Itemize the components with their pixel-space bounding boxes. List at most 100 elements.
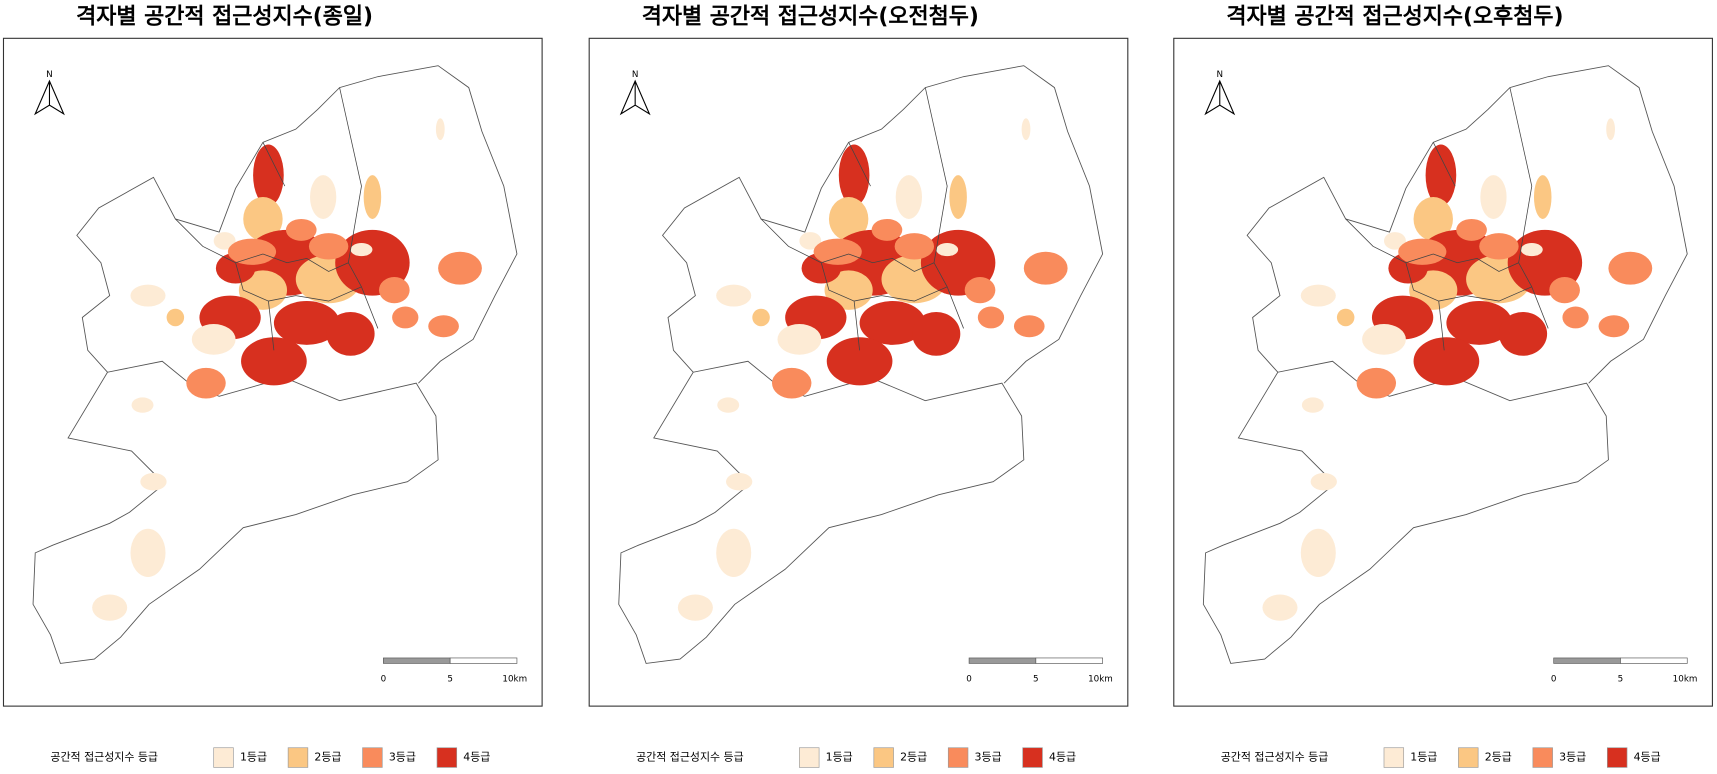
grade-area	[1456, 218, 1487, 241]
grade-area	[828, 197, 869, 241]
grade-area	[213, 232, 236, 250]
grade-area	[92, 594, 128, 621]
grade-area	[310, 175, 337, 219]
grade-area	[1598, 315, 1630, 338]
scale-label: 0	[381, 674, 387, 684]
grade-area	[241, 337, 307, 386]
legend-swatch	[1532, 747, 1553, 768]
grade-area	[392, 306, 419, 329]
grade-area	[308, 233, 349, 260]
legend-swatch	[799, 747, 820, 768]
grade-area	[243, 197, 283, 241]
legend-label: 1등급	[240, 751, 267, 764]
map-panel: 격자별 공간적 접근성지수(종일) N 0 5 10km 공간적 접근성지수 등급 1등급 2…	[2, 5, 543, 768]
grade-area	[1608, 251, 1653, 285]
grade-area	[131, 397, 154, 413]
legend-label: 4등급	[463, 751, 490, 764]
grade-area	[894, 233, 935, 260]
north-label: N	[632, 70, 639, 80]
grade-area	[1479, 233, 1519, 260]
scale-label: 10km	[1673, 674, 1698, 684]
grade-area	[1021, 118, 1031, 141]
legend-title: 공간적 접근성지수 등급	[636, 751, 744, 764]
grade-area	[438, 251, 482, 285]
grade-area	[166, 308, 185, 327]
legend-swatch	[436, 747, 458, 768]
legend-swatch	[362, 747, 383, 768]
grade-area	[777, 324, 822, 355]
grade-area	[716, 284, 752, 307]
north-arrow	[1204, 79, 1236, 116]
grade-area	[1520, 243, 1543, 257]
grade-area	[1023, 251, 1068, 285]
grade-area	[838, 144, 870, 206]
legend-label: 4등급	[1634, 751, 1661, 764]
grade-area	[1310, 472, 1337, 491]
scale-bar	[1553, 657, 1621, 664]
grade-area	[435, 118, 445, 141]
grade-area	[799, 232, 822, 250]
grade-area	[826, 337, 893, 386]
grade-area	[1300, 528, 1336, 577]
map-panel: 격자별 공간적 접근성지수(오전첨두) N 0 5 10km 공간적 접근성지수 등급 1등…	[588, 5, 1129, 768]
grade-area	[871, 218, 903, 241]
grade-area	[1013, 315, 1045, 338]
grade-area	[717, 397, 740, 413]
scale-bar	[383, 657, 451, 664]
north-arrow	[34, 79, 65, 116]
legend-label: 1등급	[1410, 751, 1437, 764]
scale-label: 5	[1618, 674, 1624, 684]
scale-label: 10km	[1088, 674, 1113, 684]
legend-swatch	[947, 747, 969, 768]
scale-label: 0	[966, 674, 972, 684]
scale-bar	[1620, 657, 1688, 664]
grade-area	[677, 594, 713, 621]
grade-area	[186, 367, 226, 399]
legend-swatch	[1383, 747, 1405, 768]
grade-area	[912, 312, 961, 356]
grade-area	[1336, 308, 1355, 327]
grade-area	[1425, 144, 1457, 206]
legend-label: 2등급	[314, 751, 341, 764]
legend-label: 3등급	[389, 751, 416, 764]
grade-area	[752, 308, 770, 327]
grade-area	[716, 528, 752, 577]
grade-area	[1606, 118, 1615, 141]
legend-title: 공간적 접근성지수 등급	[50, 751, 158, 764]
legend-label: 2등급	[1485, 751, 1512, 764]
grade-area	[1562, 306, 1589, 329]
scale-label: 0	[1551, 674, 1557, 684]
grade-area	[428, 315, 459, 338]
legend-title: 공간적 접근성지수 등급	[1221, 751, 1329, 764]
grade-area	[350, 243, 373, 257]
scale-label: 5	[1033, 674, 1039, 684]
grade-area	[1301, 397, 1324, 413]
grade-area	[227, 238, 277, 265]
grade-area	[949, 175, 967, 219]
grade-area	[1356, 367, 1397, 399]
grade-area	[130, 284, 166, 307]
legend-swatch	[873, 747, 894, 768]
grade-area	[273, 301, 340, 345]
north-label: N	[46, 70, 53, 80]
north-label: N	[1216, 70, 1223, 80]
grade-area	[1262, 594, 1298, 621]
grade-area	[1533, 175, 1552, 219]
legend-swatch	[287, 747, 309, 768]
grade-area	[895, 175, 922, 219]
grade-area	[378, 276, 410, 304]
grade-area	[1446, 301, 1513, 345]
grade-area	[191, 324, 236, 355]
grade-area	[1300, 284, 1336, 307]
scale-bar	[968, 657, 1037, 664]
grade-area	[964, 276, 996, 304]
grade-area	[859, 301, 926, 345]
legend-label: 2등급	[900, 751, 927, 764]
legend-label: 1등급	[826, 751, 853, 764]
grade-area	[1413, 337, 1480, 386]
grade-area	[1398, 238, 1447, 265]
legend-swatch	[1022, 747, 1043, 768]
grade-area	[813, 238, 862, 265]
scale-bar	[449, 657, 518, 664]
